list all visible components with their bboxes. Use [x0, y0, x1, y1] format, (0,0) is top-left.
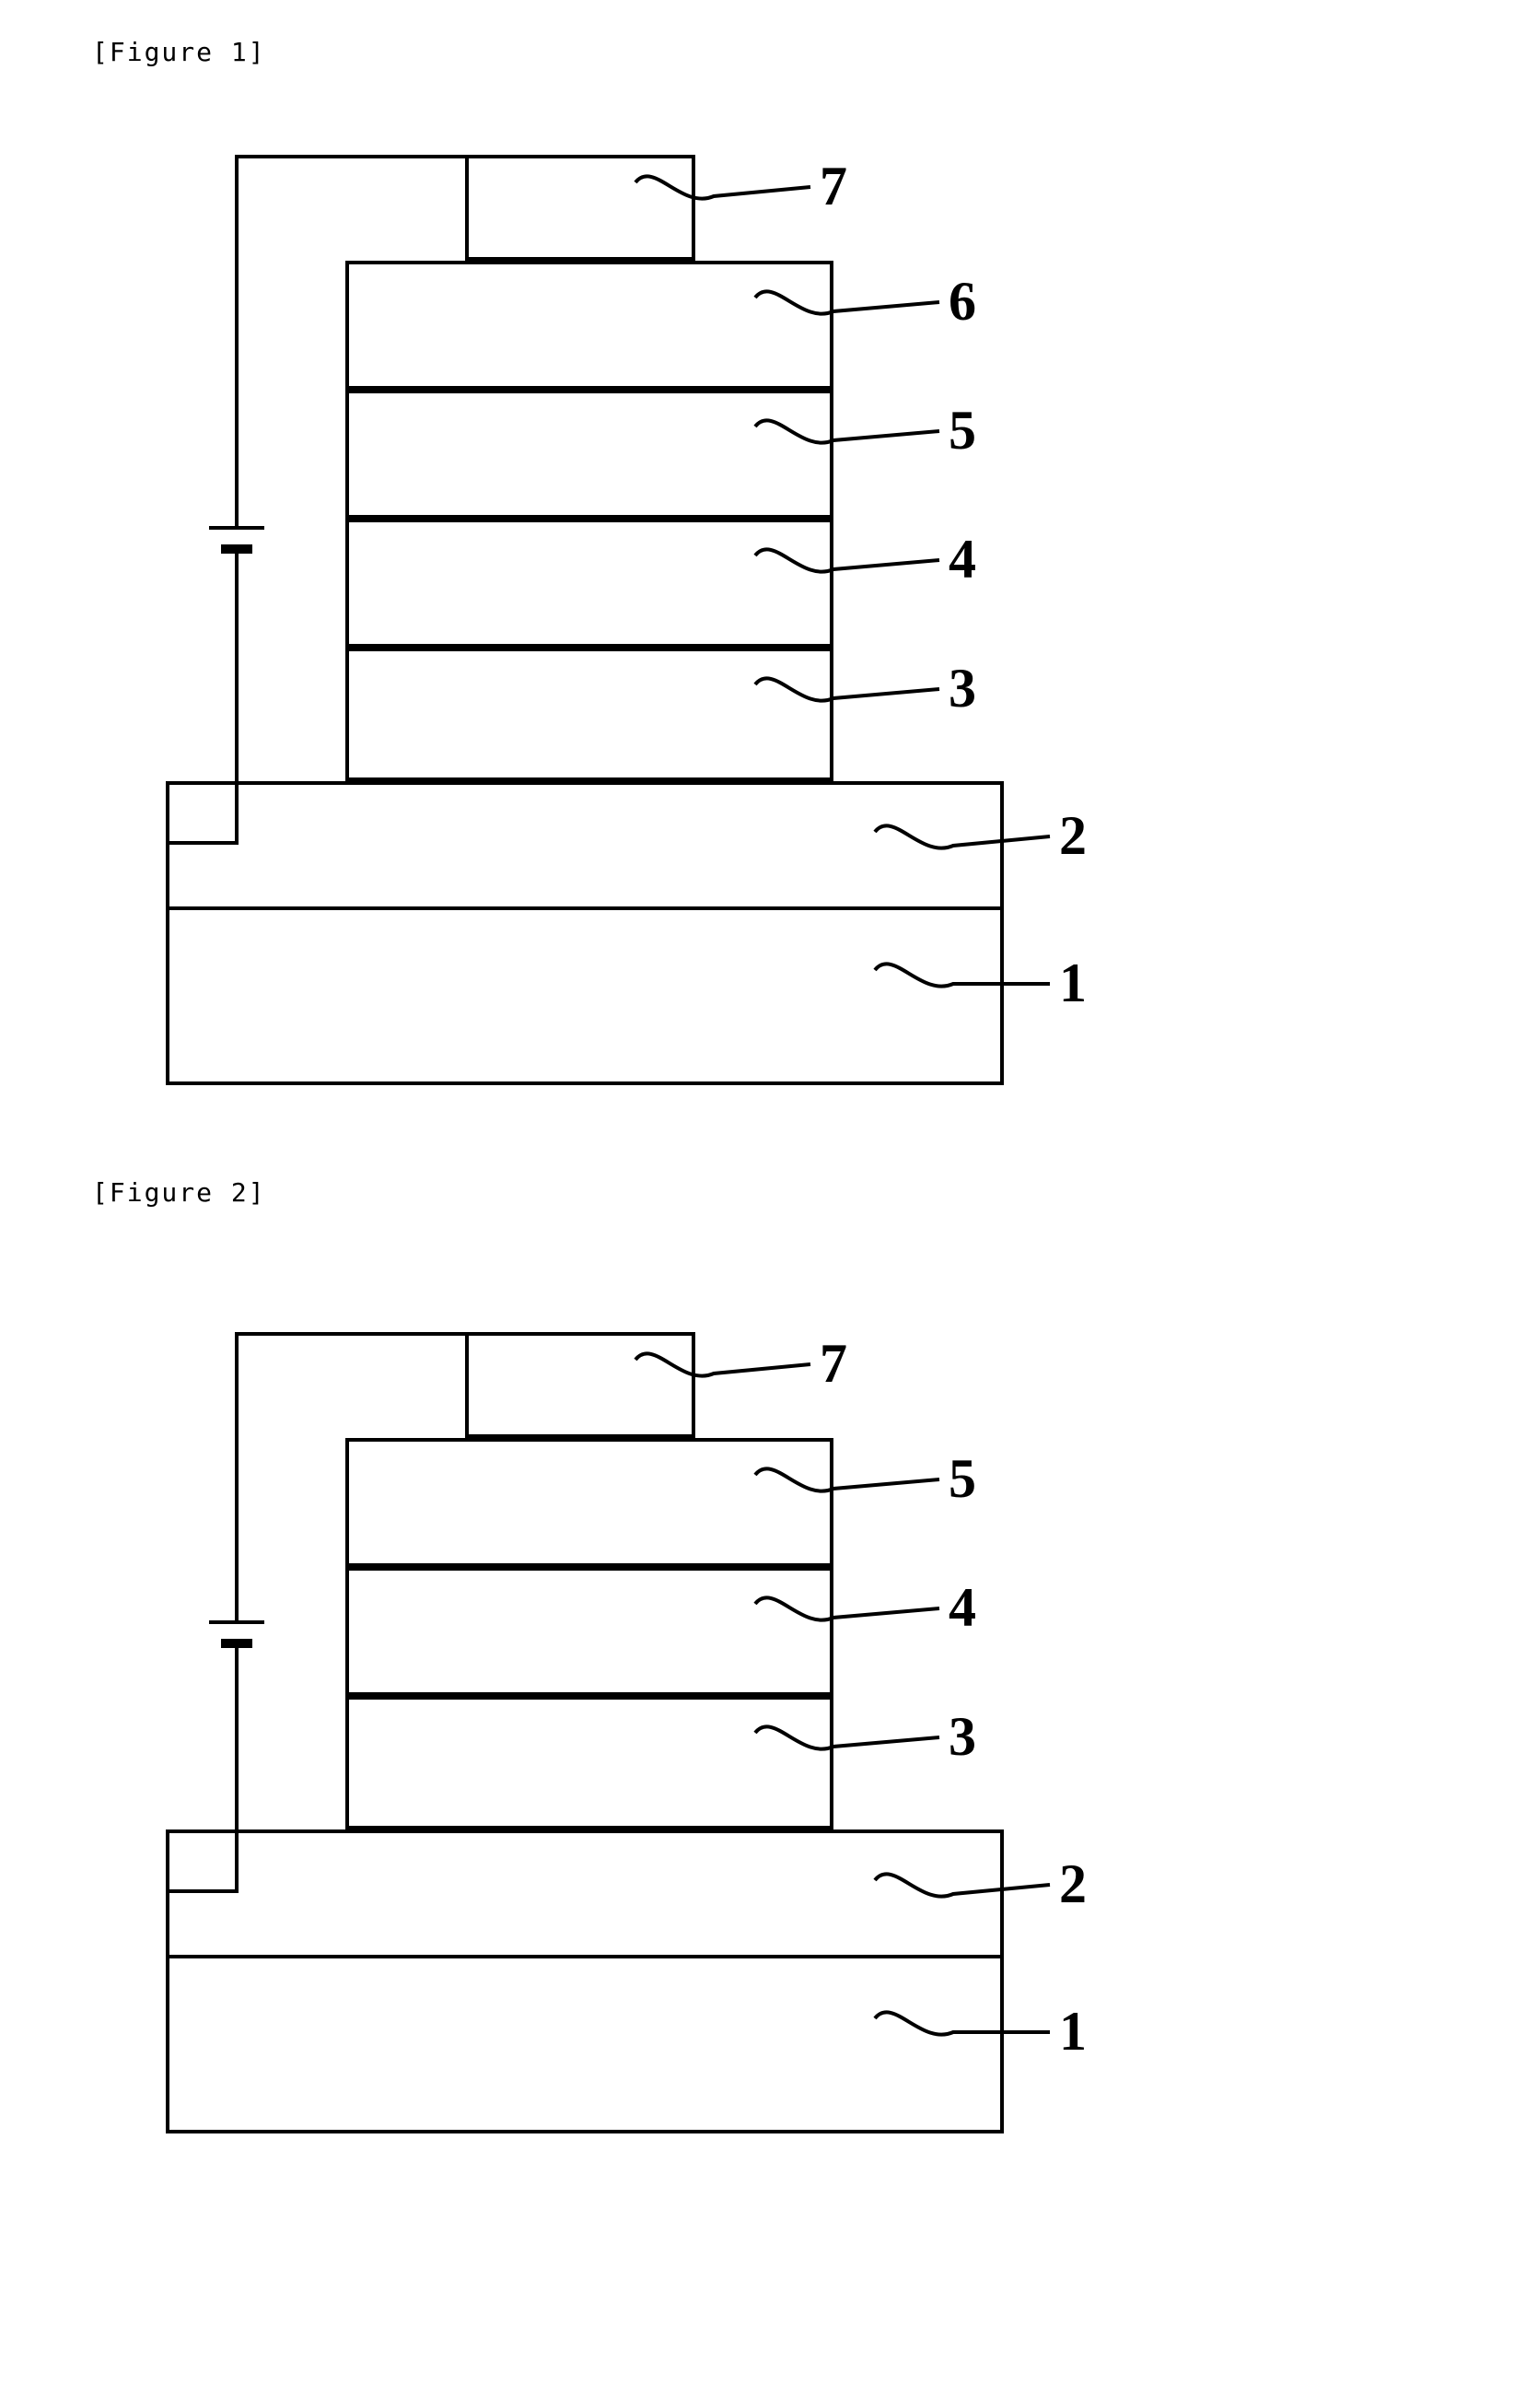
layer-label: 4 — [949, 528, 976, 591]
figure-label: [Figure 2] — [92, 1177, 1489, 1208]
leader-line — [856, 767, 1078, 887]
layer-label: 3 — [949, 657, 976, 720]
diagram-container: 1 2 3 4 5 6 7 — [92, 95, 1489, 1122]
layer-label: 7 — [820, 1332, 847, 1396]
layer-label: 1 — [1059, 952, 1087, 1015]
layer-label: 3 — [949, 1705, 976, 1769]
leader-line — [617, 118, 838, 238]
figure-section: [Figure 2] 1 2 3 4 5 7 — [37, 1177, 1489, 2170]
layer-label: 2 — [1059, 804, 1087, 868]
circuit-wire — [166, 841, 239, 845]
circuit-wire — [235, 554, 239, 841]
layer-label: 2 — [1059, 1853, 1087, 1916]
circuit-wire — [235, 155, 465, 158]
battery-short-plate — [221, 544, 252, 554]
circuit-wire — [235, 1332, 239, 1620]
leader-line — [617, 1295, 838, 1415]
circuit-wire — [235, 1648, 239, 1889]
leader-line — [737, 1410, 967, 1530]
leader-line — [856, 1816, 1078, 1935]
layer-label: 1 — [1059, 2000, 1087, 2063]
layer-label: 7 — [820, 155, 847, 218]
layer-label: 5 — [949, 399, 976, 462]
leader-line — [856, 1963, 1078, 2074]
circuit-wire — [235, 155, 239, 526]
diagram-container: 1 2 3 4 5 7 — [92, 1235, 1489, 2170]
leader-line — [856, 915, 1078, 1025]
circuit-wire — [235, 1332, 465, 1336]
battery-long-plate — [209, 526, 264, 530]
circuit-wire — [166, 1889, 239, 1893]
battery-long-plate — [209, 1620, 264, 1624]
layer-label: 5 — [949, 1447, 976, 1511]
figure-label: [Figure 1] — [92, 37, 1489, 67]
layer-label: 4 — [949, 1576, 976, 1640]
layer-label: 6 — [949, 270, 976, 333]
leader-line — [737, 233, 967, 353]
figure-section: [Figure 1] 1 2 3 4 5 6 7 — [37, 37, 1489, 1122]
battery-short-plate — [221, 1639, 252, 1648]
